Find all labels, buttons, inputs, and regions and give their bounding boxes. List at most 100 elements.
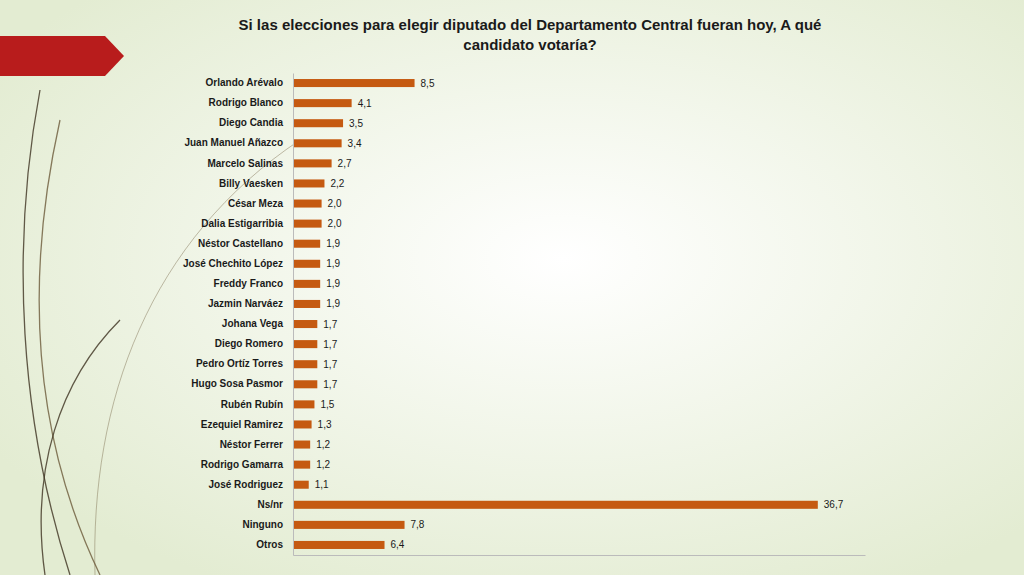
y-tick: José Chechito López (183, 258, 293, 269)
bar (293, 400, 314, 408)
bar (293, 260, 320, 268)
y-tick-label: Rubén Rubín (221, 399, 283, 410)
decoration-curve (39, 120, 100, 575)
bar (293, 420, 312, 428)
y-tick-label: Rodrigo Blanco (209, 97, 283, 108)
decoration-curve (95, 140, 300, 575)
data-label: 4,1 (358, 98, 372, 109)
bar (293, 79, 415, 87)
y-tick-label: César Meza (228, 198, 283, 209)
data-label: 1,7 (323, 319, 337, 330)
data-label: 1,5 (320, 399, 334, 410)
bar (293, 501, 818, 509)
bar (293, 461, 310, 469)
y-axis-line (293, 74, 294, 556)
bar (293, 139, 342, 147)
bar (293, 99, 352, 107)
y-tick-label: Jazmin Narváez (208, 298, 283, 309)
decoration-tab (0, 36, 124, 76)
data-label: 2,0 (328, 198, 342, 209)
bar (293, 159, 332, 167)
data-labels: 8,54,13,53,42,72,22,02,01,91,91,91,91,71… (315, 78, 844, 551)
bar (293, 179, 324, 187)
y-tick-label: Otros (256, 539, 283, 550)
y-tick-label: Néstor Ferrer (220, 439, 283, 450)
bar (293, 380, 317, 388)
y-tick: Marcelo Salinas (207, 158, 293, 169)
y-tick-label: Orlando Arévalo (206, 77, 283, 88)
bar (293, 300, 320, 308)
data-label: 1,3 (318, 419, 332, 430)
y-tick: Ezequiel Ramirez (201, 419, 293, 430)
y-tick-label: José Rodriguez (209, 479, 283, 490)
data-label: 8,5 (421, 78, 435, 89)
bar (293, 541, 385, 549)
bar (293, 280, 320, 288)
data-label: 2,2 (330, 178, 344, 189)
bar (293, 521, 405, 529)
y-tick-label: Ns/nr (257, 499, 283, 510)
y-tick-label: Dalia Estigarribia (201, 218, 283, 229)
y-tick: Rubén Rubín (221, 399, 293, 410)
data-label: 1,9 (326, 298, 340, 309)
decoration-curve (23, 90, 70, 575)
y-tick-label: José Chechito López (183, 258, 283, 269)
decoration-curve (41, 320, 120, 575)
data-label: 1,7 (323, 359, 337, 370)
y-tick: Orlando Arévalo (206, 77, 293, 88)
y-tick: Billy Vaesken (219, 178, 293, 189)
y-tick-label: Hugo Sosa Pasmor (191, 378, 283, 389)
y-tick-label: Johana Vega (222, 318, 284, 329)
y-tick-label: Ezequiel Ramirez (201, 419, 283, 430)
y-tick: Pedro Ortíz Torres (196, 358, 293, 369)
data-label: 3,4 (348, 138, 362, 149)
y-tick: Ninguno (242, 519, 293, 530)
data-label: 1,7 (323, 379, 337, 390)
data-label: 36,7 (824, 499, 844, 510)
y-tick-label: Marcelo Salinas (207, 158, 283, 169)
bar (293, 340, 317, 348)
y-tick: Rodrigo Gamarra (201, 459, 293, 470)
bars (293, 79, 818, 549)
data-label: 6,4 (391, 539, 405, 550)
y-tick: César Meza (228, 198, 293, 209)
y-tick-label: Ninguno (242, 519, 283, 530)
y-tick: Otros (256, 539, 293, 550)
bar (293, 220, 322, 228)
y-tick: Juan Manuel Añazco (184, 137, 293, 148)
y-tick: José Rodriguez (209, 479, 293, 490)
y-tick-label: Diego Candia (219, 117, 283, 128)
data-label: 3,5 (349, 118, 363, 129)
bar (293, 200, 322, 208)
data-label: 1,2 (316, 459, 330, 470)
data-label: 1,7 (323, 339, 337, 350)
data-label: 1,9 (326, 238, 340, 249)
y-tick: Dalia Estigarribia (201, 218, 293, 229)
data-label: 7,8 (411, 519, 425, 530)
chart: Si las elecciones para elegir diputado d… (0, 0, 1024, 575)
y-tick: Diego Romero (215, 338, 293, 349)
x-axis (294, 555, 866, 556)
bar (293, 360, 317, 368)
y-tick-label: Pedro Ortíz Torres (196, 358, 283, 369)
y-tick: Ns/nr (257, 499, 293, 510)
data-label: 2,0 (328, 218, 342, 229)
data-label: 1,9 (326, 278, 340, 289)
bar (293, 481, 309, 489)
y-tick: Freddy Franco (214, 278, 293, 289)
y-tick-label: Juan Manuel Añazco (184, 137, 283, 148)
y-tick-label: Rodrigo Gamarra (201, 459, 284, 470)
bar (293, 119, 343, 127)
bar (293, 441, 310, 449)
y-tick: Johana Vega (222, 318, 293, 329)
bar (293, 320, 317, 328)
title: Si las elecciones para elegir diputado d… (239, 16, 822, 53)
data-label: 1,1 (315, 479, 329, 490)
y-tick: Rodrigo Blanco (209, 97, 293, 108)
background (0, 0, 1024, 575)
x-axis-line (294, 555, 866, 556)
data-label: 1,9 (326, 258, 340, 269)
y-tick-label: Billy Vaesken (219, 178, 283, 189)
y-tick-label: Freddy Franco (214, 278, 283, 289)
y-tick-label: Diego Romero (215, 338, 283, 349)
